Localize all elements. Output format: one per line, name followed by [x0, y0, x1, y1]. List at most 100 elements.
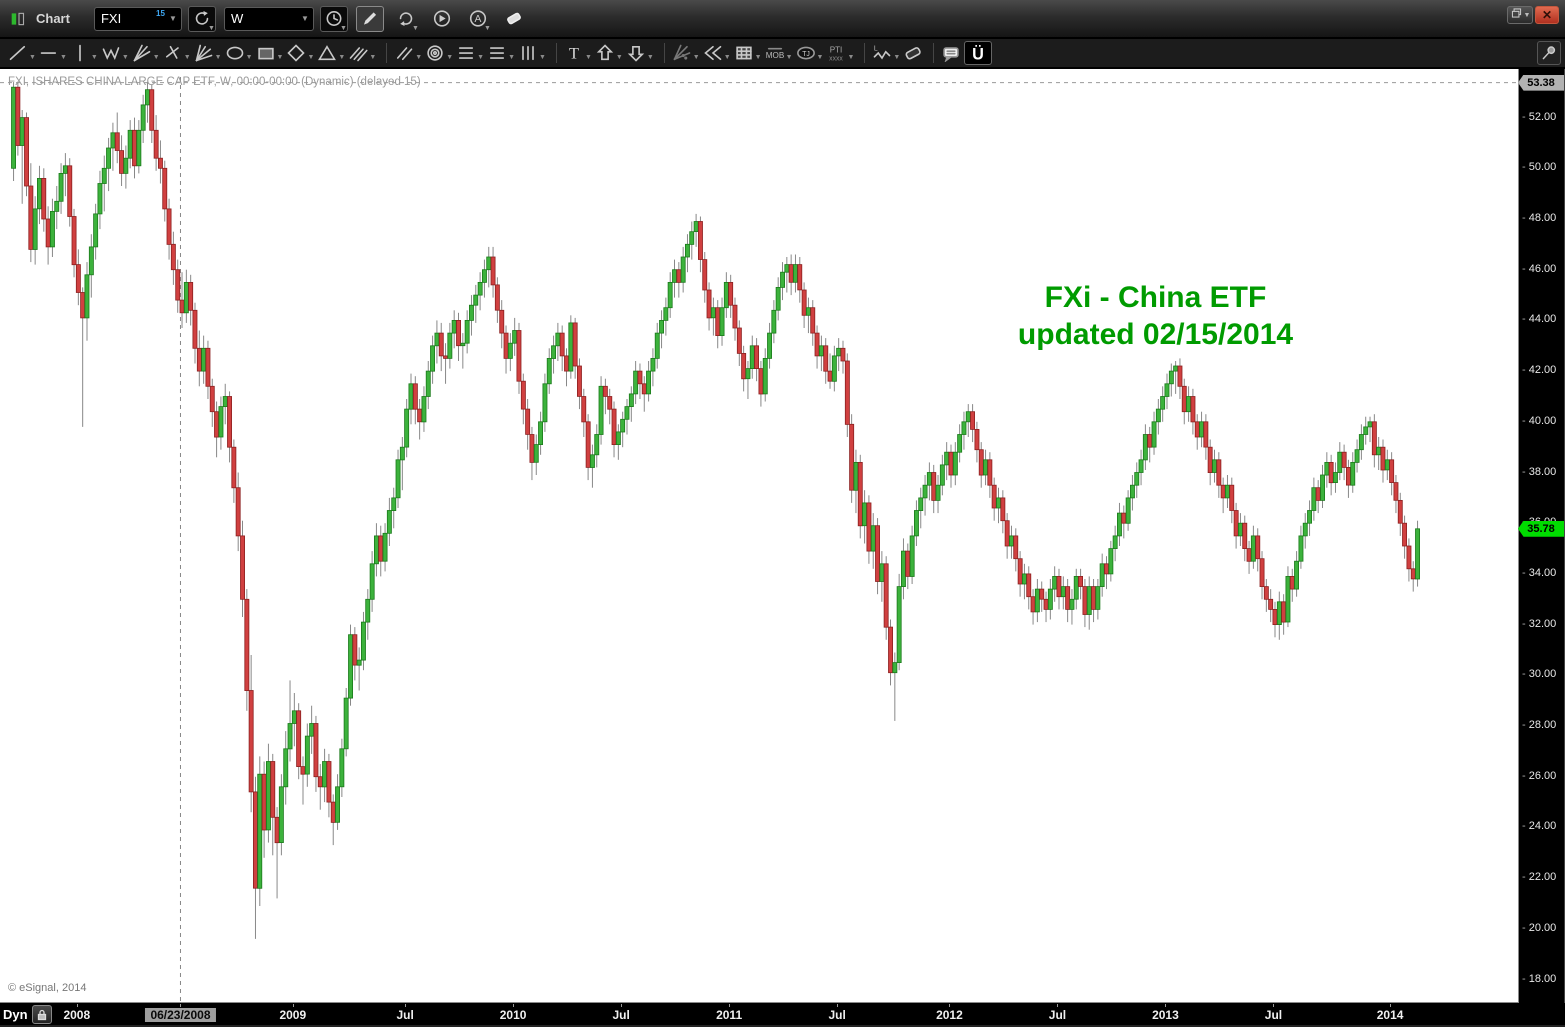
- copyright-text: © eSignal, 2014: [8, 982, 87, 994]
- parallel-lines-3-icon[interactable]: ▼: [348, 41, 376, 65]
- time-axis-label: Jul: [1264, 1008, 1283, 1022]
- tj-study-icon[interactable]: TJ ▼: [796, 41, 823, 65]
- refresh-button[interactable]: ▼: [392, 6, 420, 32]
- time-axis-label: Jul: [396, 1008, 414, 1022]
- multi-fan-icon[interactable]: ▼: [194, 41, 222, 65]
- price-axis-label: 24.00: [1522, 820, 1557, 832]
- draw-pencil-button[interactable]: [355, 5, 384, 32]
- elliott-wave-icon[interactable]: L ▼: [874, 45, 901, 61]
- price-axis-label: 42.00: [1522, 364, 1557, 376]
- zigzag-icon[interactable]: ▼: [101, 41, 129, 65]
- chart-window-icon: [10, 11, 28, 27]
- time-axis-label: Jul: [1048, 1008, 1067, 1022]
- time-axis-tick: [513, 1004, 515, 1007]
- auto-analysis-button[interactable]: A ▼: [464, 6, 492, 32]
- delay-badge: 15: [156, 8, 165, 18]
- horizontal-line-icon[interactable]: ▼: [40, 52, 67, 61]
- time-axis-tick: [1165, 1004, 1167, 1007]
- restore-window-button[interactable]: ▼: [1507, 6, 1533, 24]
- time-axis-label: 2011: [716, 1008, 743, 1022]
- arrows-left-icon[interactable]: ▼: [703, 41, 731, 65]
- rectangle-icon[interactable]: ▼: [256, 41, 283, 65]
- lock-icon: [37, 1009, 46, 1020]
- chevron-down-icon[interactable]: ▼: [169, 14, 177, 23]
- pti-study-icon[interactable]: PTI xxxx ▼: [829, 45, 855, 63]
- price-axis-label: 50.00: [1522, 161, 1557, 173]
- rays-icon[interactable]: ▼: [672, 41, 700, 65]
- time-axis-label: 2008: [63, 1008, 91, 1022]
- toolbar-separator: [386, 43, 388, 63]
- svg-text:MOB: MOB: [765, 51, 783, 60]
- interval-input[interactable]: W ▼: [223, 6, 314, 31]
- pin-button[interactable]: [1537, 41, 1561, 65]
- horizontal-lines-3-icon[interactable]: ▼: [459, 47, 485, 61]
- fan-lines-icon[interactable]: ▼: [132, 41, 160, 65]
- svg-text:A: A: [475, 14, 482, 25]
- time-axis-label: Jul: [612, 1008, 630, 1022]
- window-title: Chart: [36, 11, 70, 26]
- arrow-up-icon[interactable]: ▼: [595, 41, 623, 65]
- time-axis-tick: [76, 1004, 78, 1007]
- svg-text:Ü: Ü: [972, 44, 984, 62]
- ellipse-icon[interactable]: ▼: [225, 41, 253, 65]
- concentric-circles-icon[interactable]: ▼: [425, 41, 453, 65]
- grid-table-icon[interactable]: ▼: [734, 41, 762, 65]
- time-axis-tick: [949, 1004, 951, 1007]
- close-window-button[interactable]: ✕: [1535, 6, 1559, 24]
- parallel-lines-2-icon[interactable]: ▼: [394, 41, 422, 65]
- time-axis-tick: [405, 1004, 407, 1007]
- price-axis-label: 34.00: [1522, 567, 1557, 579]
- horizontal-lines-3b-icon[interactable]: ▼: [490, 47, 515, 61]
- time-axis-tick: [292, 1004, 294, 1007]
- play-button[interactable]: [428, 6, 456, 32]
- vertical-line-icon[interactable]: ▼: [79, 44, 98, 62]
- price-axis-label: 20.00: [1522, 922, 1557, 934]
- restore-icon: [1510, 6, 1523, 24]
- vertical-lines-3-icon[interactable]: ▼: [522, 45, 546, 61]
- price-axis[interactable]: 52.00 50.00 48.00 46.00 44.00 42.00 40.00 38.00…: [1518, 69, 1565, 1003]
- price-axis-label: 18.00: [1522, 973, 1557, 985]
- price-axis-label: 32.00: [1522, 618, 1557, 630]
- triangle-icon[interactable]: ▼: [317, 41, 345, 65]
- chevron-down-icon: ▼: [412, 24, 419, 32]
- price-axis-label: 48.00: [1522, 212, 1557, 224]
- diamond-icon[interactable]: ▼: [286, 41, 314, 65]
- time-axis[interactable]: Dyn 2008 06/23/2008 2009 Jul 2010 Jul 2011 Jul 2…: [0, 1004, 1565, 1027]
- close-icon: ✕: [1541, 8, 1553, 22]
- text-tool-icon[interactable]: T ▼: [568, 44, 592, 62]
- chart-header-text: FXI, ISHARES CHINA LARGE CAP ETF, W, 00:…: [8, 76, 421, 88]
- eraser-icon[interactable]: [903, 41, 923, 65]
- symbol-settings-button[interactable]: ▼: [187, 5, 216, 32]
- note-icon[interactable]: [941, 41, 961, 65]
- symbol-value: FXI: [100, 11, 122, 26]
- time-axis-label: Jul: [828, 1008, 846, 1022]
- svg-text:xxxx: xxxx: [830, 56, 844, 63]
- time-axis-label: 2013: [1152, 1008, 1179, 1022]
- svg-text:T: T: [569, 45, 579, 62]
- chevron-down-icon: ▼: [208, 24, 215, 32]
- time-axis-tick: [1390, 1004, 1392, 1007]
- arrow-down-icon[interactable]: ▼: [626, 41, 654, 65]
- price-axis-label: 44.00: [1522, 313, 1557, 325]
- u-logo-icon[interactable]: Ü: [964, 41, 993, 65]
- lock-button[interactable]: [31, 1005, 52, 1024]
- interval-clock-button[interactable]: ▼: [319, 5, 348, 32]
- symbol-input[interactable]: FXI 15 ▼: [93, 6, 182, 31]
- price-axis-label: 30.00: [1522, 668, 1557, 680]
- dynamic-mode-label: Dyn: [3, 1007, 28, 1022]
- chevron-down-icon[interactable]: ▼: [301, 14, 309, 23]
- time-axis-marker-label: 06/23/2008: [145, 1008, 216, 1022]
- mob-study-icon[interactable]: MOB ▼: [765, 47, 793, 61]
- svg-text:PTI: PTI: [830, 45, 843, 54]
- time-axis-tick: [621, 1004, 623, 1007]
- chart-plot-area[interactable]: FXI, ISHARES CHINA LARGE CAP ETF, W, 00:…: [0, 69, 1518, 1003]
- time-axis-tick: [180, 1004, 182, 1007]
- trendline-icon[interactable]: ▼: [8, 41, 36, 65]
- time-axis-label: 2012: [936, 1008, 963, 1022]
- erase-button[interactable]: [500, 6, 528, 32]
- crossed-lines-icon[interactable]: ▼: [163, 41, 191, 65]
- candlestick-chart[interactable]: [0, 69, 1518, 1003]
- annotation-line-1: FXi - China ETF: [1044, 281, 1267, 314]
- chevron-down-icon: ▼: [340, 24, 347, 32]
